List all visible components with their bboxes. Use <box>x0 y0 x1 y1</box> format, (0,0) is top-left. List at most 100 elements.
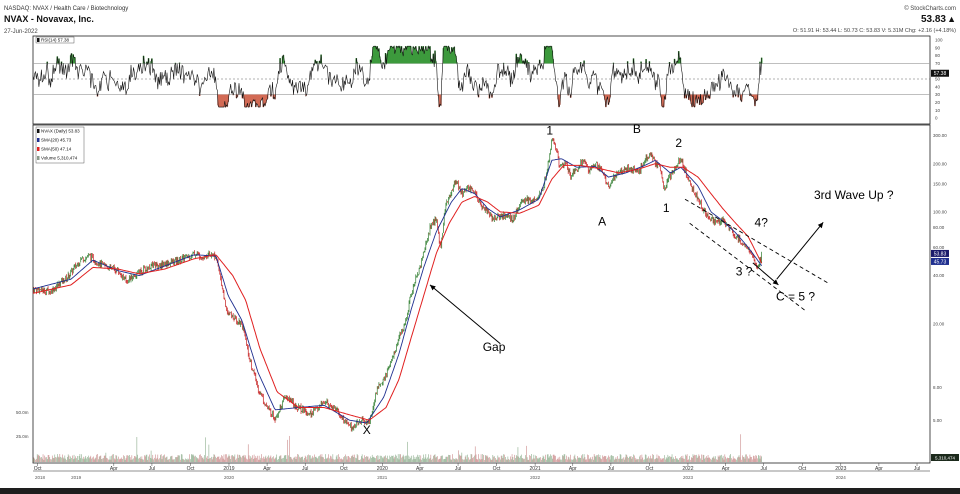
annotation-label: C = 5 ? <box>776 289 815 303</box>
wave-annotations: 1 B 2 A 1 4? 3 ? C = 5 ? 3rd Wave Up ? Gap X <box>363 122 894 437</box>
rsi-value-label: 57.38 <box>934 71 947 77</box>
last-price: 53.83 <box>921 14 946 25</box>
annotation-label: 3rd Wave Up ? <box>814 188 894 202</box>
taskbar <box>0 488 960 494</box>
x-year-label: 2024 <box>836 475 847 480</box>
price-tick-label: 20.00 <box>933 321 945 326</box>
sma20-line <box>32 158 763 424</box>
price-tick-label: 300.00 <box>933 133 947 138</box>
x-year-label: 2021 <box>377 475 388 480</box>
legend-price: NVAX (Daily) 53.83 <box>41 129 80 134</box>
rsi-tick-label: 90 <box>935 45 941 50</box>
arrow-line <box>776 222 824 280</box>
x-tick-label: Oct <box>646 466 654 472</box>
arrow-line <box>752 262 779 286</box>
x-tick-label: 2019 <box>223 466 234 472</box>
rsi-panel <box>32 35 931 125</box>
price-panel <box>32 124 931 464</box>
price-tick-label: 80.00 <box>933 225 945 230</box>
moving-averages <box>32 158 763 424</box>
x-tick-label: Jul <box>761 466 767 472</box>
x-year-label: 2020 <box>224 475 235 480</box>
price-tick-label: 100.00 <box>933 209 947 214</box>
volume-legend-swatch <box>37 156 40 160</box>
volume-bars <box>32 434 762 462</box>
x-tick-label: 2022 <box>682 466 693 472</box>
sma50-legend-swatch <box>37 147 40 151</box>
rsi-tick-label: 10 <box>935 108 941 113</box>
x-year-label: 2018 <box>35 475 46 480</box>
rsi-legend: RSI(14) 57.38 <box>35 36 75 44</box>
x-tick-label: Jul <box>302 466 308 472</box>
annotation-label: 1 <box>663 201 670 215</box>
price-tick-label: 200.00 <box>933 161 947 166</box>
legend-sma20: SMA(20) 45.73 <box>41 138 72 143</box>
rsi-legend-label: RSI(14) 57.38 <box>41 38 70 43</box>
annotation-label: 1 <box>546 123 553 137</box>
price-up-icon: ▲ <box>947 14 956 24</box>
x-tick-label: Apr <box>875 466 883 472</box>
sma-badge <box>931 257 949 265</box>
x-tick-label: Jul <box>608 466 614 472</box>
chart-title: NVAX - Novavax, Inc. <box>4 14 94 24</box>
arrow-line <box>429 284 501 345</box>
exchange-line: NASDAQ: NVAX / Health Care / Biotechnolo… <box>4 6 128 12</box>
rsi-line <box>32 45 762 109</box>
x-year-label: 2022 <box>530 475 541 480</box>
sma-axis-label: 45.73 <box>934 259 947 265</box>
rsi-tick-label: 30 <box>935 92 941 97</box>
volume-axis: 50.0m 25.0m <box>16 410 29 439</box>
x-tick-label: Apr <box>263 466 271 472</box>
price-legend: NVAX (Daily) 53.83 SMA(20) 45.73 SMA(50)… <box>35 126 85 164</box>
rsi-tick-label: 50 <box>935 77 941 82</box>
x-axis: Oct Apr Jul Oct 2019 Apr Jul Oct 2020 Apr Jul Oct 20… <box>33 463 930 480</box>
x-tick-label: Apr <box>110 466 118 472</box>
x-tick-label: Oct <box>34 466 42 472</box>
last-price-badge <box>931 249 949 257</box>
price-tick-label: 60.00 <box>933 245 945 250</box>
annotation-label: 2 <box>675 136 682 150</box>
rsi-tick-label: 100 <box>935 38 943 43</box>
price-tick-label: 8.00 <box>933 385 942 390</box>
annotation-label: 4? <box>755 216 769 230</box>
x-tick-label: 2020 <box>377 466 388 472</box>
x-tick-label: Oct <box>340 466 348 472</box>
x-year-label: 2019 <box>71 475 82 480</box>
x-tick-label: Jul <box>455 466 461 472</box>
annotation-label: X <box>363 423 371 437</box>
ohlc-line: O: 51.91 H: 53.44 L: 50.73 C: 53.83 V: 5… <box>793 28 956 34</box>
legend-sma50: SMA(50) 47.14 <box>41 147 72 152</box>
x-tick-label: Oct <box>493 466 501 472</box>
rsi-axis: 1009080706050403020100 <box>935 38 943 121</box>
rsi-series <box>32 45 763 109</box>
site-credit: © StockCharts.com <box>904 5 956 12</box>
volume-tick-label: 25.0m <box>16 434 29 439</box>
x-tick-label: Jul <box>149 466 155 472</box>
rsi-tick-label: 0 <box>935 116 938 121</box>
volume-value-label: 5,310,474 <box>935 456 956 461</box>
volume-value-badge <box>931 454 959 461</box>
annotation-label: B <box>633 122 641 136</box>
x-tick-label: Jul <box>914 466 920 472</box>
chart-date: 27-Jun-2022 <box>4 29 38 35</box>
volume-tick-label: 50.0m <box>16 410 29 415</box>
legend-volume: Volume 5,310,474 <box>41 156 78 161</box>
x-tick-label: Oct <box>798 466 806 472</box>
x-tick-label: 2023 <box>835 466 846 472</box>
arrow-head-icon <box>772 279 779 285</box>
rsi-tick-label: 20 <box>935 100 941 105</box>
rsi-tick-label: 40 <box>935 84 941 89</box>
x-year-label: 2023 <box>683 475 694 480</box>
annotation-label: Gap <box>483 340 506 354</box>
sma50-line <box>32 163 763 421</box>
channel-line <box>689 222 807 312</box>
rsi-legend-swatch <box>37 38 40 42</box>
annotation-label: A <box>598 215 606 229</box>
price-tick-label: 5.00 <box>933 418 942 423</box>
price-tick-label: 150.00 <box>933 181 947 186</box>
rsi-tick-label: 80 <box>935 53 941 58</box>
price-tick-label: 40.00 <box>933 273 945 278</box>
x-tick-label: Apr <box>416 466 424 472</box>
